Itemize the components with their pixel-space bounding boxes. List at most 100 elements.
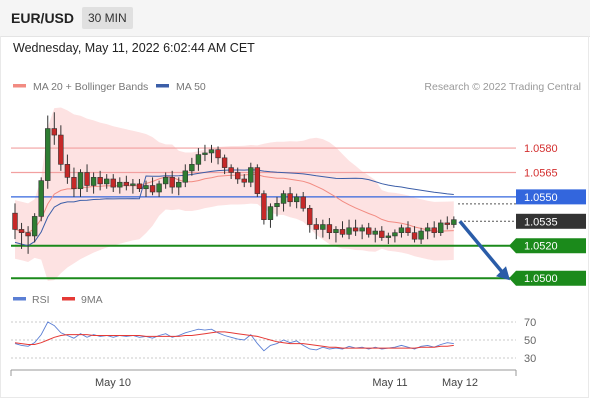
candle-body (12, 212, 18, 230)
x-tick-label: May 12 (442, 377, 478, 389)
candle-body (411, 232, 418, 240)
candle-body (424, 227, 431, 232)
candle-body (274, 203, 280, 207)
candle-body (169, 177, 175, 188)
candle-body (326, 224, 333, 233)
candle-body (352, 227, 359, 232)
candle-body (451, 219, 457, 225)
bollinger-band (15, 107, 454, 281)
candle-body (104, 178, 110, 185)
candle-body (143, 185, 149, 190)
candle-body (307, 207, 313, 225)
level-label: 1.0580 (524, 143, 558, 155)
candle-body (313, 224, 319, 230)
candle-body (202, 152, 208, 155)
candle-body (71, 177, 77, 190)
candle-body (300, 196, 306, 209)
candle-body (241, 178, 247, 183)
candle-body (339, 229, 346, 235)
candle-body (18, 229, 25, 233)
rsi-ma-line (14, 331, 454, 349)
header-bar: EUR/USD 30 MIN (0, 0, 590, 37)
candle-body (84, 172, 90, 186)
candle-body (38, 180, 44, 217)
ma20-line (14, 173, 454, 234)
candle-body (267, 206, 274, 220)
level-tag (509, 238, 586, 254)
rsi-tick-label: 70 (524, 317, 536, 329)
candle-body (333, 229, 339, 233)
ma50-line (14, 169, 454, 247)
rsi-tick-label: 30 (524, 353, 536, 365)
timestamp: Wednesday, May 11, 2022 6:02:44 AM CET (13, 41, 255, 55)
level-tag (516, 189, 586, 205)
candle-body (359, 227, 365, 232)
level-tag (509, 270, 586, 286)
candle-body (130, 183, 136, 186)
candle-body (379, 230, 385, 238)
candle-body (293, 196, 300, 203)
candle-body (31, 216, 38, 237)
candle-body (149, 185, 156, 193)
candle-body (117, 181, 123, 188)
candle-body (90, 177, 97, 186)
candle-body (235, 172, 241, 180)
candle-body (228, 167, 234, 173)
level-label: 1.0520 (524, 241, 558, 253)
candle-body (123, 181, 130, 186)
candle-body (431, 227, 437, 233)
candle-body (392, 232, 398, 237)
candle-body (385, 235, 392, 238)
forecast-arrow-head (496, 266, 510, 281)
candle-body (398, 227, 405, 233)
candle-body (221, 157, 228, 168)
candle-body (51, 128, 58, 136)
candle-body (346, 227, 352, 235)
timeframe-button[interactable]: 30 MIN (82, 7, 133, 29)
candle-body (136, 183, 143, 190)
candle-body (77, 172, 84, 190)
x-tick-label: May 11 (372, 377, 407, 389)
candle-body (405, 227, 411, 233)
candle-body (208, 149, 215, 154)
candle-body (176, 181, 182, 188)
candle-body (320, 224, 326, 230)
level-label: 1.0565 (524, 167, 558, 179)
level-tag (516, 213, 586, 229)
legend-label: MA 50 (176, 81, 206, 93)
candle-body (97, 177, 103, 185)
copyright: Research © 2022 Trading Central (424, 81, 581, 93)
rsi-legend-swatch (13, 297, 26, 301)
candle-body (156, 183, 162, 193)
candle-body (248, 167, 254, 183)
candle-body (64, 164, 71, 178)
candle-body (287, 193, 293, 203)
candle-body (189, 164, 195, 172)
candle-body (58, 134, 64, 165)
rsi-legend-swatch (62, 297, 75, 301)
x-tick-label: May 10 (95, 377, 131, 389)
candle-body (280, 193, 287, 204)
candle-body (195, 154, 202, 165)
symbol-label: EUR/USD (11, 10, 75, 26)
level-label: 1.0535 (524, 216, 558, 228)
candle-body (418, 230, 424, 240)
level-label: 1.0550 (524, 192, 558, 204)
legend-label: MA 20 + Bollinger Bands (33, 81, 148, 93)
legend-swatch (156, 84, 169, 88)
candle-body (110, 178, 116, 188)
candle-body (254, 167, 261, 194)
rsi-line (14, 321, 454, 352)
candle-body (25, 232, 31, 237)
rsi-legend-label: RSI (32, 294, 50, 306)
candle-body (261, 193, 267, 220)
rsi-legend-label: 9MA (81, 294, 103, 306)
level-label: 1.0500 (524, 273, 558, 285)
candle-body (182, 170, 188, 183)
candle-body (365, 227, 372, 235)
candle-body (162, 177, 169, 185)
candle-body (438, 222, 444, 233)
candle-body (215, 149, 221, 159)
legend-swatch (13, 84, 26, 88)
